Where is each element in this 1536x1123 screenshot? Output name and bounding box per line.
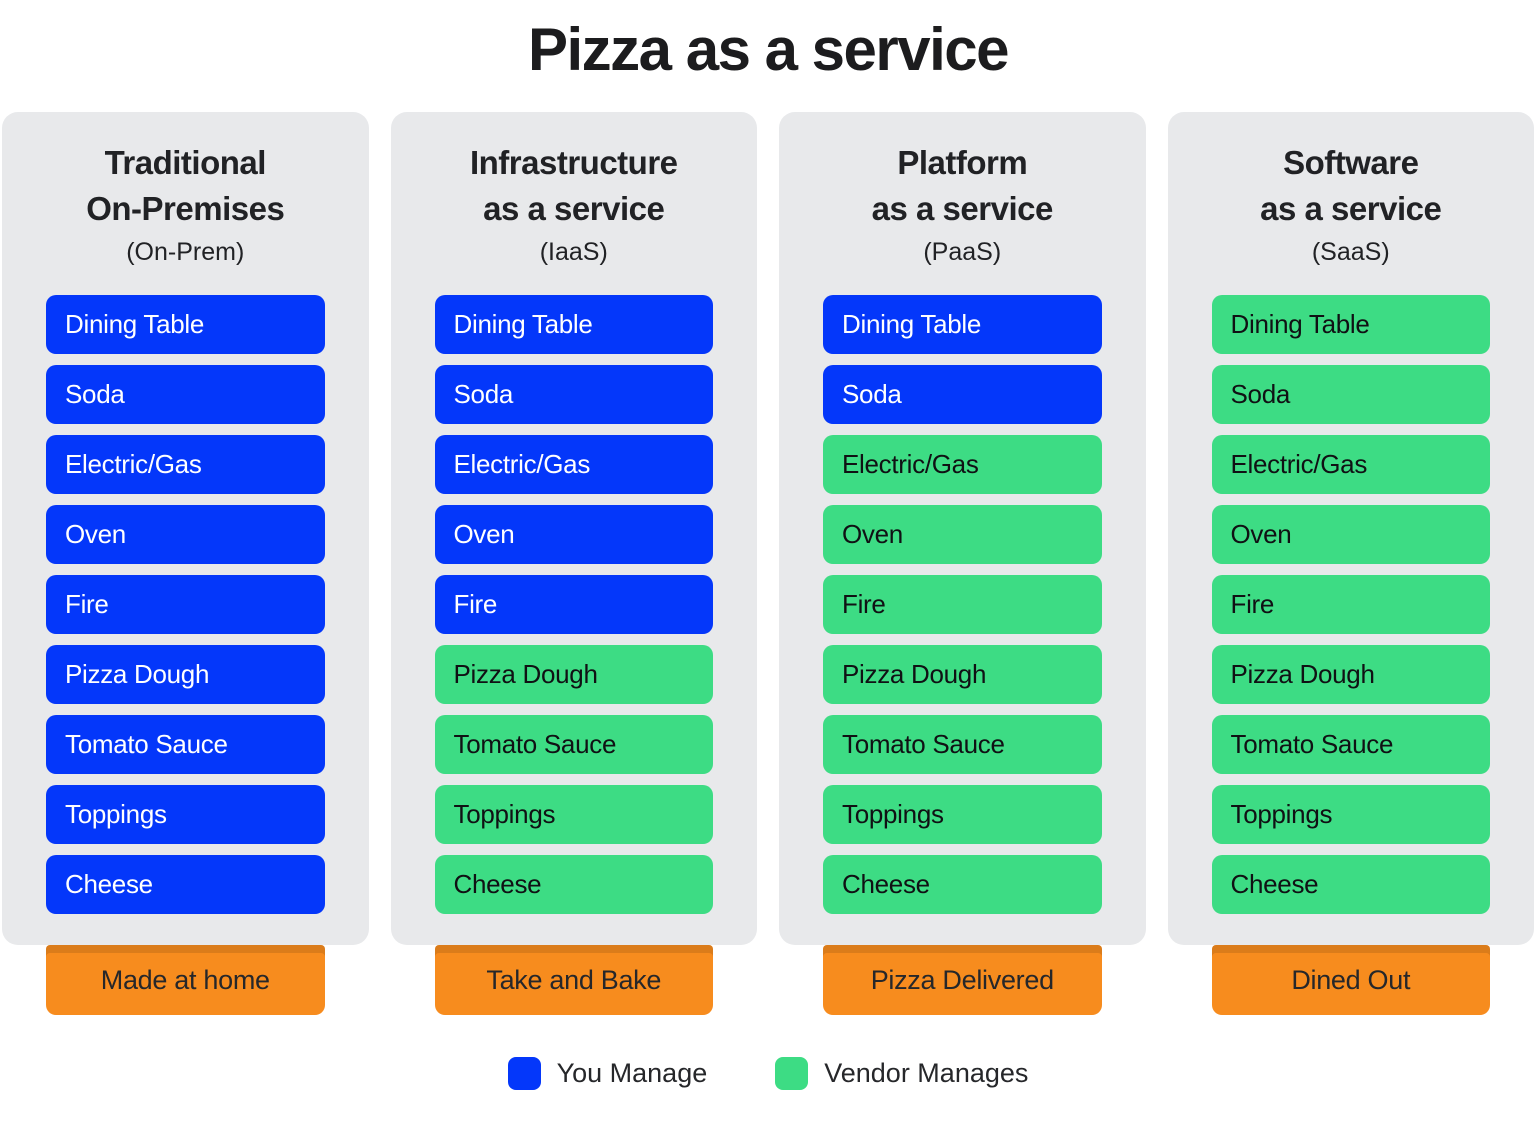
item-pizza-dough: Pizza Dough xyxy=(1211,645,1490,704)
vendor-manages-label: Vendor Manages xyxy=(824,1058,1029,1088)
item-list: Dining Table Soda Electric/Gas Oven Fire Pizz… xyxy=(1211,295,1490,914)
footer-take-and-bake: Take and Bake xyxy=(434,945,713,1015)
item-toppings: Toppings xyxy=(1211,785,1490,844)
service-columns: Traditional On-Premises (On-Prem) Dining… xyxy=(0,112,1536,1015)
footer-dined-out: Dined Out xyxy=(1211,945,1490,1015)
item-tomato-sauce: Tomato Sauce xyxy=(823,715,1102,774)
item-fire: Fire xyxy=(823,575,1102,634)
item-list: Dining Table Soda Electric/Gas Oven Fire Pizz… xyxy=(823,295,1102,914)
vendor-manages-swatch-icon xyxy=(775,1057,809,1090)
item-soda: Soda xyxy=(434,365,713,424)
item-list: Dining Table Soda Electric/Gas Oven Fire Pizz… xyxy=(46,295,325,914)
column-title: Software as a service xyxy=(1212,140,1491,232)
item-soda: Soda xyxy=(1211,365,1490,424)
item-list: Dining Table Soda Electric/Gas Oven Fire Pizz… xyxy=(434,295,713,914)
you-manage-label: You Manage xyxy=(556,1058,708,1088)
column-title-line2: as a service xyxy=(871,190,1054,227)
column-title-line2: as a service xyxy=(483,190,665,227)
panel-saas: Software as a service (SaaS) Dining Tabl… xyxy=(1167,112,1534,945)
item-tomato-sauce: Tomato Sauce xyxy=(46,715,325,774)
item-dining-table: Dining Table xyxy=(434,295,713,354)
item-fire: Fire xyxy=(1211,575,1490,634)
column-paas: Platform as a service (PaaS) Dining Tabl… xyxy=(779,112,1146,1015)
item-pizza-dough: Pizza Dough xyxy=(46,645,325,704)
item-oven: Oven xyxy=(434,505,713,564)
item-toppings: Toppings xyxy=(823,785,1102,844)
item-electric-gas: Electric/Gas xyxy=(823,435,1102,494)
column-title-line1: Traditional xyxy=(104,144,267,181)
panel-on-prem: Traditional On-Premises (On-Prem) Dining… xyxy=(2,112,369,945)
column-title-line1: Infrastructure xyxy=(469,144,678,181)
item-dining-table: Dining Table xyxy=(823,295,1102,354)
item-fire: Fire xyxy=(434,575,713,634)
column-title-line1: Software xyxy=(1283,144,1419,181)
column-iaas: Infrastructure as a service (IaaS) Dinin… xyxy=(390,112,757,1015)
item-cheese: Cheese xyxy=(434,855,713,914)
panel-paas: Platform as a service (PaaS) Dining Tabl… xyxy=(779,112,1146,945)
column-title-line2: as a service xyxy=(1260,190,1442,227)
you-manage-swatch-icon xyxy=(507,1057,541,1090)
column-subtitle: (SaaS) xyxy=(1311,238,1390,266)
item-toppings: Toppings xyxy=(46,785,325,844)
item-electric-gas: Electric/Gas xyxy=(1211,435,1490,494)
page-title: Pizza as a service xyxy=(527,15,1010,83)
item-cheese: Cheese xyxy=(46,855,325,914)
column-saas: Software as a service (SaaS) Dining Tabl… xyxy=(1167,112,1534,1015)
column-subtitle: (IaaS) xyxy=(539,238,608,266)
item-fire: Fire xyxy=(46,575,325,634)
column-title: Platform as a service xyxy=(823,140,1102,232)
item-electric-gas: Electric/Gas xyxy=(46,435,325,494)
item-oven: Oven xyxy=(46,505,325,564)
item-dining-table: Dining Table xyxy=(1211,295,1490,354)
column-title: Infrastructure as a service xyxy=(435,140,714,232)
item-oven: Oven xyxy=(823,505,1102,564)
column-title: Traditional On-Premises xyxy=(46,140,325,232)
item-tomato-sauce: Tomato Sauce xyxy=(434,715,713,774)
item-electric-gas: Electric/Gas xyxy=(434,435,713,494)
column-title-line2: On-Premises xyxy=(86,190,285,227)
legend-item-vendor-manages: Vendor Manages xyxy=(775,1057,1028,1090)
item-tomato-sauce: Tomato Sauce xyxy=(1211,715,1490,774)
column-title-line1: Platform xyxy=(897,144,1028,181)
panel-iaas: Infrastructure as a service (IaaS) Dinin… xyxy=(390,112,757,945)
item-soda: Soda xyxy=(823,365,1102,424)
item-cheese: Cheese xyxy=(1211,855,1490,914)
legend: You Manage Vendor Manages xyxy=(0,1057,1536,1090)
legend-item-you-manage: You Manage xyxy=(507,1057,708,1090)
column-subtitle: (On-Prem) xyxy=(126,238,245,266)
item-soda: Soda xyxy=(46,365,325,424)
item-toppings: Toppings xyxy=(434,785,713,844)
column-traditional-on-premises: Traditional On-Premises (On-Prem) Dining… xyxy=(2,112,369,1015)
item-cheese: Cheese xyxy=(823,855,1102,914)
item-pizza-dough: Pizza Dough xyxy=(434,645,713,704)
item-dining-table: Dining Table xyxy=(46,295,325,354)
item-pizza-dough: Pizza Dough xyxy=(823,645,1102,704)
footer-pizza-delivered: Pizza Delivered xyxy=(823,945,1102,1015)
column-subtitle: (PaaS) xyxy=(923,238,1002,266)
footer-made-at-home: Made at home xyxy=(46,945,325,1015)
item-oven: Oven xyxy=(1211,505,1490,564)
